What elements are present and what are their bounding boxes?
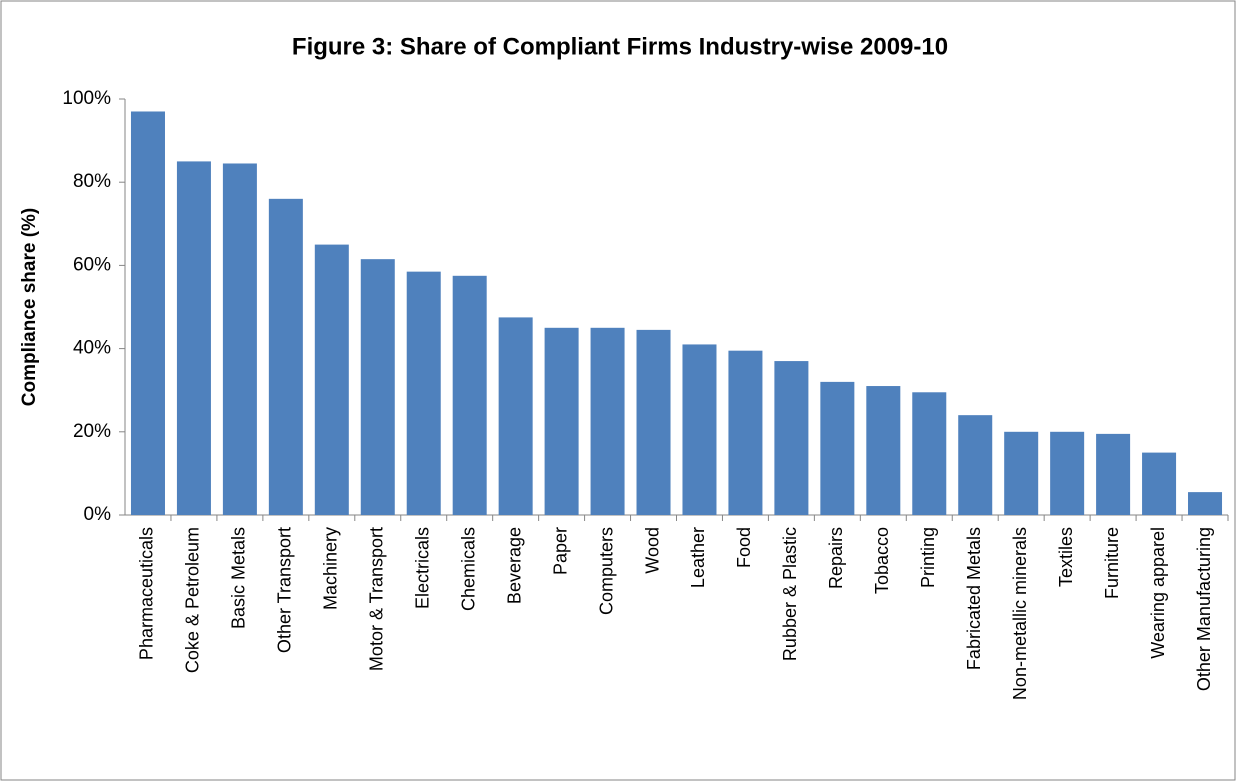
x-tick-label: Chemicals: [458, 527, 478, 611]
x-tick-label: Non-metallic minerals: [1010, 527, 1030, 700]
bar: [268, 198, 303, 515]
x-tick-label: Paper: [550, 527, 570, 575]
bar: [682, 344, 717, 515]
x-tick-label: Rubber & Plastic: [780, 527, 800, 661]
x-tick-label: Food: [734, 527, 754, 568]
x-tick-label: Furniture: [1102, 527, 1122, 599]
x-tick-label: Repairs: [826, 527, 846, 589]
x-tick-label: Motor & Transport: [367, 527, 387, 671]
bar: [636, 329, 671, 515]
x-tick-label: Other Transport: [275, 527, 295, 653]
bar: [1096, 433, 1131, 515]
bar: [1004, 431, 1039, 515]
bar: [498, 317, 533, 515]
bar: [820, 381, 855, 515]
bar: [1142, 452, 1177, 515]
x-tick-label: Other Manufacturing: [1194, 527, 1214, 691]
y-tick-label: 80%: [73, 171, 111, 192]
chart-title: Figure 3: Share of Compliant Firms Indus…: [292, 33, 948, 60]
x-tick-label: Wood: [642, 527, 662, 574]
y-tick-label: 60%: [73, 254, 111, 275]
bar: [728, 350, 763, 515]
x-tick-label: Leather: [688, 527, 708, 588]
bar: [452, 275, 487, 515]
y-tick-label: 100%: [62, 88, 111, 109]
y-axis-label: Compliance share (%): [19, 208, 40, 407]
x-tick-label: Printing: [918, 527, 938, 588]
bar: [912, 392, 947, 515]
x-tick-label: Textiles: [1056, 527, 1076, 587]
bar: [314, 244, 349, 515]
bar: [590, 327, 625, 515]
bar: [222, 163, 257, 516]
x-tick-label: Wearing apparel: [1148, 527, 1168, 659]
bar: [130, 111, 165, 515]
bar: [774, 361, 809, 515]
x-tick-label: Machinery: [321, 527, 341, 610]
bar: [1050, 431, 1085, 515]
bar: [406, 271, 441, 515]
x-tick-label: Pharmaceuticals: [137, 527, 157, 660]
x-tick-label: Basic Metals: [229, 527, 249, 629]
bar: [1188, 492, 1223, 515]
x-tick-label: Electricals: [412, 527, 432, 609]
bar: [360, 259, 395, 515]
bar: [176, 161, 211, 515]
bar: [958, 415, 993, 515]
y-tick-label: 40%: [73, 338, 111, 359]
bar: [866, 386, 901, 515]
x-tick-label: Coke & Petroleum: [183, 527, 203, 673]
y-tick-label: 0%: [84, 504, 112, 525]
bar: [544, 327, 579, 515]
x-tick-label: Tobacco: [872, 527, 892, 594]
x-tick-label: Fabricated Metals: [964, 527, 984, 670]
x-tick-label: Computers: [596, 527, 616, 615]
x-tick-label: Beverage: [504, 527, 524, 604]
y-tick-label: 20%: [73, 421, 111, 442]
